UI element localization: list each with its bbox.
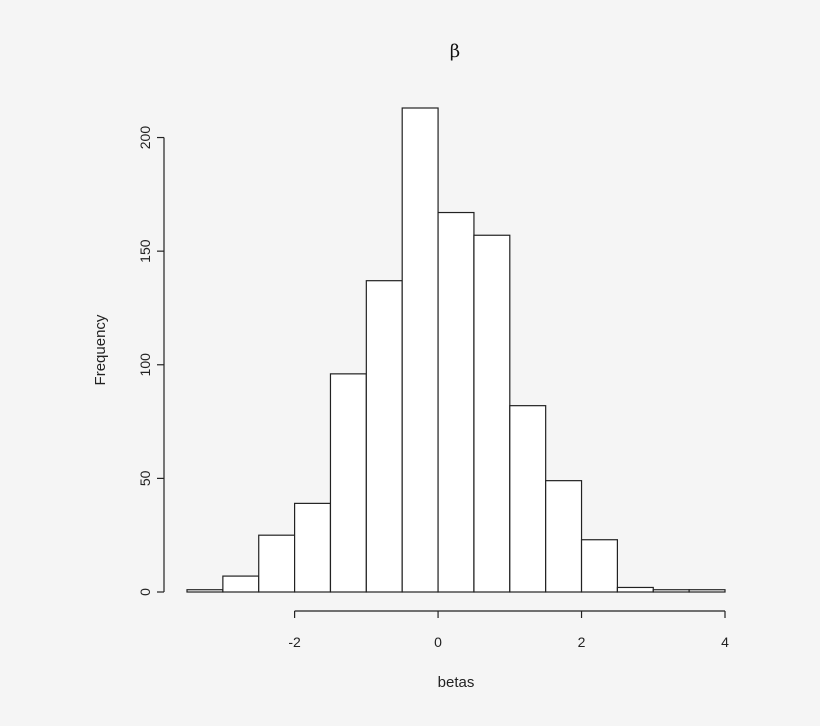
x-tick-label: 4 xyxy=(721,634,729,650)
x-tick-label: 0 xyxy=(434,634,442,650)
bars-group xyxy=(186,107,726,593)
y-axis: 0 50 100 150 200 xyxy=(137,126,165,596)
y-tick-label: 200 xyxy=(137,126,153,150)
histogram-bar xyxy=(401,107,439,593)
x-axis-label: betas xyxy=(438,674,475,691)
histogram-bar xyxy=(258,534,296,593)
histogram-bar xyxy=(437,211,475,593)
histogram-bar xyxy=(365,280,403,593)
histogram-bar xyxy=(186,589,224,593)
y-tick-label: 50 xyxy=(137,470,153,486)
histogram-bar xyxy=(509,405,547,593)
y-axis-label: Frequency xyxy=(92,314,109,385)
histogram-bar xyxy=(616,586,654,593)
x-axis: -2 0 2 4 xyxy=(288,610,729,650)
x-tick-label: -2 xyxy=(288,634,301,650)
chart-title: β xyxy=(450,41,460,62)
histogram-bar xyxy=(652,589,690,593)
histogram-bar xyxy=(473,234,511,593)
histogram-bar xyxy=(222,575,260,593)
y-tick-label: 150 xyxy=(137,239,153,263)
histogram-bar xyxy=(294,502,332,593)
histogram-bar xyxy=(329,373,367,593)
histogram-bar xyxy=(545,480,583,593)
y-tick-label: 0 xyxy=(137,588,153,596)
histogram-bar xyxy=(688,589,726,593)
histogram-bar xyxy=(580,539,619,593)
y-tick-label: 100 xyxy=(137,353,153,377)
x-tick-label: 2 xyxy=(578,634,586,650)
